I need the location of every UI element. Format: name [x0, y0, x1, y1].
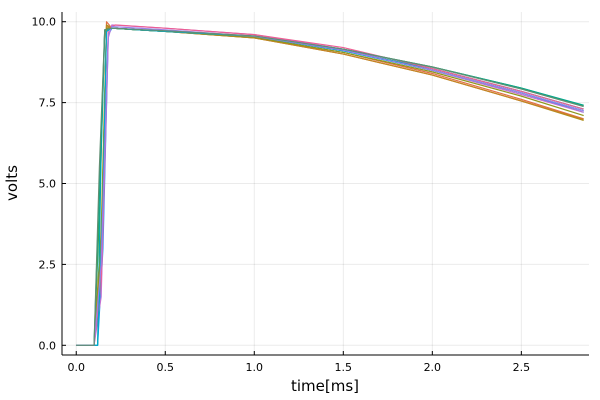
series-line-8 [76, 25, 584, 346]
x-tick-label: 0.0 [67, 361, 85, 374]
x-tick-label: 1.5 [335, 361, 353, 374]
x-tick-label: 1.0 [246, 361, 264, 374]
series-line-6 [76, 27, 584, 346]
grid [62, 12, 589, 355]
series-line-4 [76, 24, 584, 346]
y-tick-label: 7.5 [39, 97, 57, 110]
x-tick-label: 2.0 [424, 361, 442, 374]
series-line-5 [76, 24, 584, 346]
y-tick-label: 2.5 [39, 258, 57, 271]
x-tick-label: 2.5 [513, 361, 531, 374]
series-line-7 [76, 24, 584, 346]
y-tick-group: 0.0 2.5 5.0 7.5 10.0 [32, 16, 66, 352]
y-axis-title: volts [3, 165, 21, 201]
series-line-10 [76, 27, 584, 346]
x-tick-group: 0.0 0.5 1.0 1.5 2.0 2.5 [67, 351, 530, 374]
series-line-3 [76, 27, 584, 346]
series-line-11 [76, 27, 584, 346]
y-tick-label: 5.0 [39, 178, 57, 191]
series-line-1 [76, 27, 584, 346]
y-tick-label: 0.0 [39, 339, 57, 352]
series-line-9 [76, 27, 584, 346]
series-group [76, 21, 584, 346]
series-line-12 [76, 25, 584, 346]
series-line-13 [76, 27, 584, 346]
x-tick-label: 0.5 [157, 361, 175, 374]
y-tick-label: 10.0 [32, 16, 57, 29]
x-axis-title: time[ms] [291, 377, 359, 395]
